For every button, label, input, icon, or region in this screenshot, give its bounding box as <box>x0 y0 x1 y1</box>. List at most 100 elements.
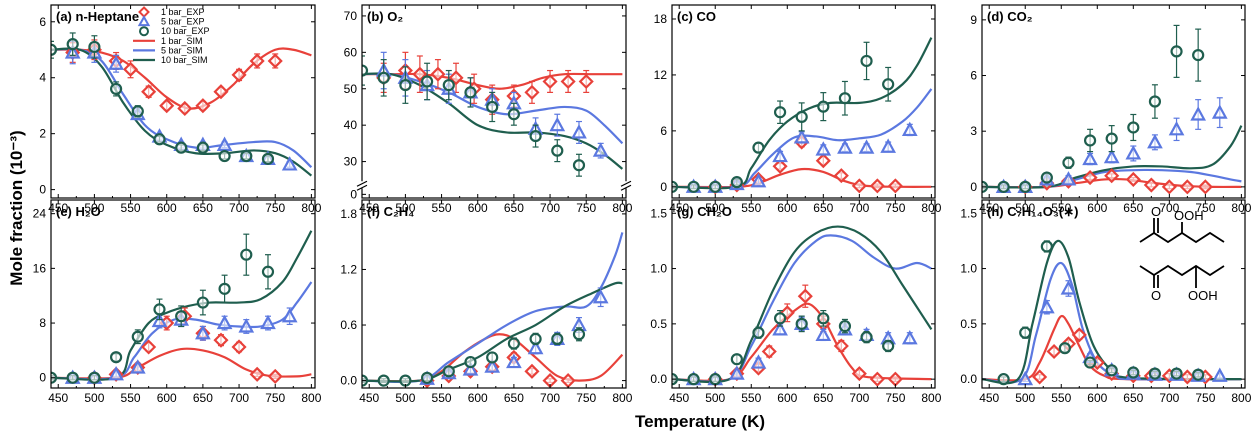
y-tick-label: 8 <box>39 316 46 330</box>
panel-title: (c) CO <box>677 9 716 24</box>
axis-break-mark <box>356 180 368 187</box>
data-point <box>887 371 903 387</box>
x-tick-label: 700 <box>229 201 249 215</box>
series-line-1-bar-sim <box>362 72 623 90</box>
panel-title: (d) CO₂ <box>987 9 1033 24</box>
y-tick-label: 0 <box>660 180 667 194</box>
y-tick-label: 60 <box>344 45 358 59</box>
data-point <box>752 141 765 154</box>
data-point <box>797 288 813 304</box>
panel-frame <box>50 4 316 199</box>
x-tick-label: 600 <box>157 391 177 405</box>
x-tick-label: 500 <box>84 201 104 215</box>
data-point <box>109 82 123 96</box>
x-tick-label: 800 <box>921 201 941 215</box>
data-point <box>1192 49 1205 62</box>
structure-1-ooh-label: OOH <box>1174 208 1204 223</box>
series-line-5-bar-sim <box>672 234 932 383</box>
data-point <box>882 78 895 91</box>
data-point <box>571 124 587 139</box>
data-point <box>261 152 275 165</box>
x-tick-label: 700 <box>540 391 560 405</box>
panel-title: (f) C₂H₄ <box>367 204 414 219</box>
panel-title: (e) H₂O <box>56 204 101 219</box>
y-tick-label: 6 <box>660 124 667 138</box>
y-tick-label: 70 <box>344 9 358 23</box>
x-tick-label: 700 <box>540 201 560 215</box>
data-point <box>887 178 903 194</box>
y-tick-label: 2 <box>39 127 46 141</box>
data-point <box>709 180 722 193</box>
panel-b-plot-area <box>362 51 624 177</box>
data-point <box>420 75 434 88</box>
data-point <box>442 365 455 378</box>
x-tick-label: 650 <box>813 201 833 215</box>
legend-entry-5-bar-sim: 5 bar_SIM <box>133 45 203 55</box>
data-point <box>1148 95 1162 108</box>
data-point <box>66 38 79 51</box>
data-point <box>430 66 446 82</box>
x-tick-label: 800 <box>612 391 632 405</box>
x-tick-label: 800 <box>301 201 321 215</box>
x-tick-label: 550 <box>432 391 452 405</box>
data-point <box>88 371 101 384</box>
x-tick-label: 750 <box>1195 201 1215 215</box>
x-tick-label: 600 <box>777 391 797 405</box>
data-point <box>420 371 434 384</box>
x-tick-label: 500 <box>705 391 725 405</box>
data-point <box>108 366 124 381</box>
data-point <box>108 55 124 70</box>
data-point <box>377 374 390 387</box>
data-point <box>362 64 369 77</box>
axis-break-mark <box>620 180 632 187</box>
x-tick-label: 600 <box>468 201 488 215</box>
panel-frame <box>981 199 1246 389</box>
x-tick-label: 500 <box>395 391 415 405</box>
series-line-5-bar-sim <box>362 72 624 145</box>
x-tick-label: 450 <box>48 391 68 405</box>
data-point <box>901 121 918 137</box>
data-point <box>592 142 609 157</box>
legend-label: 5 bar_EXP <box>161 17 205 27</box>
data-point <box>851 178 867 194</box>
y-tick-label: 40 <box>344 118 358 132</box>
data-point <box>1125 145 1142 160</box>
data-point <box>88 40 101 54</box>
data-point <box>240 149 253 163</box>
series-line-5-bar-sim <box>672 88 933 189</box>
data-point <box>507 337 520 350</box>
panel-frame <box>981 4 1246 199</box>
y-tick-label: 1.0 <box>650 262 667 276</box>
data-point <box>240 248 253 261</box>
data-point <box>249 53 265 69</box>
data-point <box>687 180 700 193</box>
data-point <box>817 100 830 113</box>
data-point <box>572 328 586 341</box>
y-tick-label: 1.8 <box>340 207 357 221</box>
data-point <box>901 329 918 345</box>
panel-c-plot-area <box>672 37 933 195</box>
x-tick-label: 650 <box>193 391 213 405</box>
data-point <box>261 265 275 278</box>
data-point <box>1125 171 1141 187</box>
data-point <box>1060 171 1077 186</box>
data-point <box>1083 134 1097 147</box>
data-point <box>260 314 276 330</box>
legend-entry-10-bar-exp: 10 bar_EXP <box>139 26 210 37</box>
panel-title: (g) CH₂O <box>677 204 732 219</box>
panel-a: 450 500 550 600 650 700 750 800 0 2 4 6 (a) n-Heptan… <box>39 4 322 215</box>
data-point <box>869 371 885 387</box>
series-line-10-bar-sim <box>672 225 933 384</box>
data-point <box>833 168 849 184</box>
data-point <box>793 129 810 144</box>
data-point <box>858 139 875 154</box>
x-tick-label: 450 <box>669 201 689 215</box>
data-point <box>486 100 499 114</box>
structure-2-ooh-label: OOH <box>1188 288 1218 303</box>
y-tick-label: 0 <box>39 371 46 385</box>
data-point <box>123 61 139 77</box>
y-tick-label: 3 <box>970 124 977 138</box>
data-point <box>1147 134 1163 149</box>
data-point <box>1148 367 1162 380</box>
